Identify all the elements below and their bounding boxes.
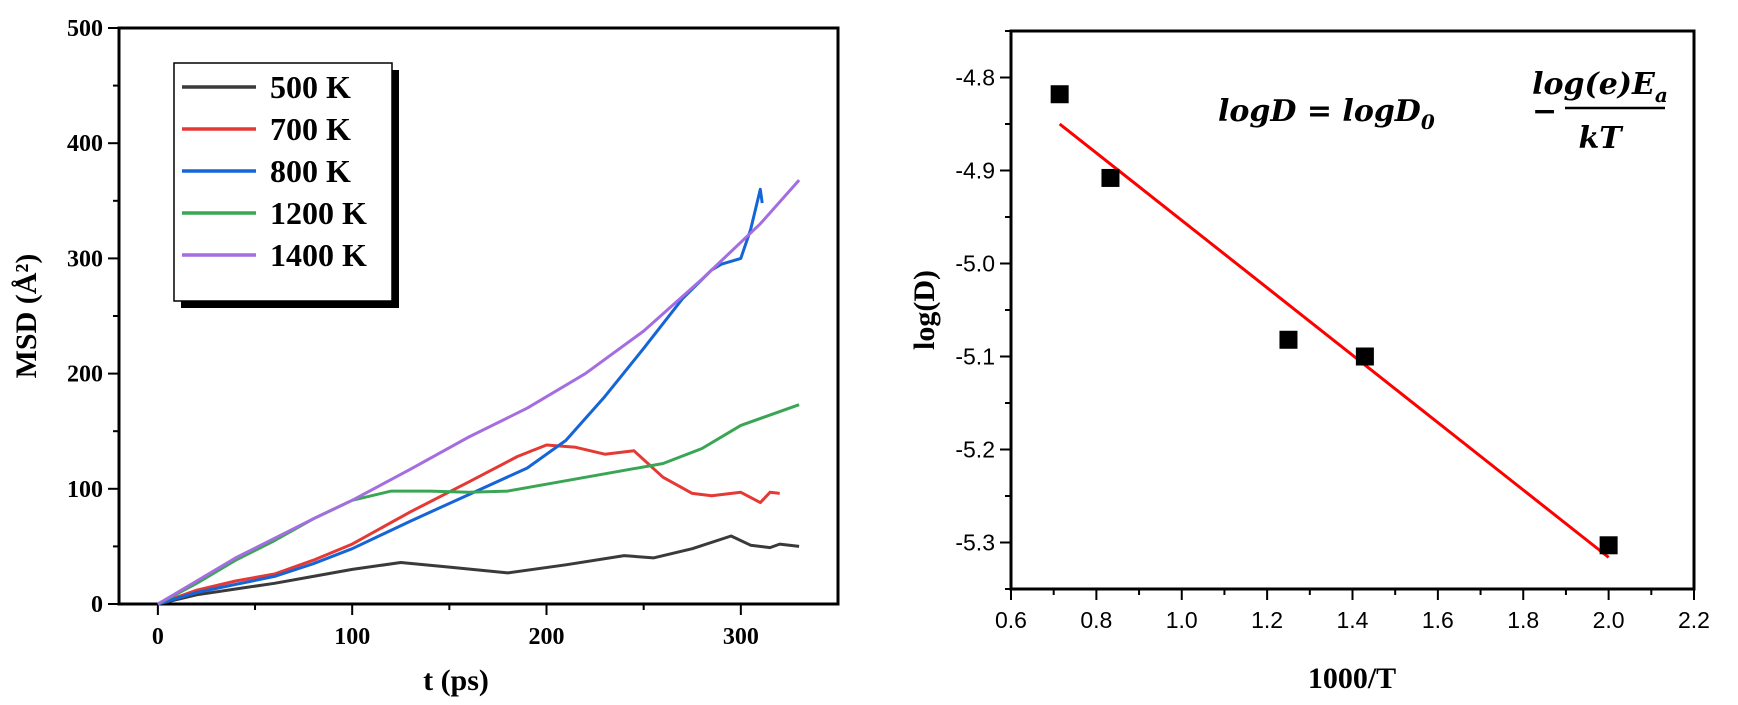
msd-y-tick-label: 400 [67, 131, 103, 157]
arrhenius-y-tick-label: -4.9 [955, 158, 995, 184]
msd-y-tick-label: 0 [91, 592, 103, 618]
legend-label: 1200 K [270, 195, 367, 231]
arrhenius-y-axis-title: log(D) [908, 270, 941, 350]
equation-denominator: kT [1578, 121, 1624, 156]
data-point [1599, 536, 1618, 555]
arrhenius-ticks: 0.6 0.8 1.0 1.2 1.4 1.6 1.8 2.0 2.2 -4.8 -4.9 -5.0 -… [955, 30, 1710, 633]
arrhenius-x-tick-label: 2.2 [1678, 607, 1710, 633]
msd-x-axis-title: t (ps) [423, 664, 489, 697]
data-point [1355, 347, 1374, 366]
msd-series-line [157, 403, 800, 606]
legend-label: 800 K [270, 153, 351, 189]
msd-x-tick-label: 300 [723, 624, 759, 650]
msd-y-axis-title: MSD (Å²) [10, 254, 43, 379]
msd-series-lines [157, 179, 801, 606]
msd-legend: 500 K 700 K 800 K 1200 K 1400 K [173, 62, 399, 308]
arrhenius-x-tick-label: 0.8 [1080, 607, 1112, 633]
equation-numerator: log(e)Ea [1532, 67, 1668, 107]
msd-y-tick-label: 500 [67, 16, 103, 42]
legend-label: 700 K [270, 111, 351, 147]
arrhenius-y-tick-label: -5.1 [955, 344, 995, 370]
arrhenius-x-tick-label: 1.0 [1166, 607, 1198, 633]
msd-series-line [157, 443, 780, 606]
arrhenius-chart: 0.6 0.8 1.0 1.2 1.4 1.6 1.8 2.0 2.2 -4.8 -4.9 -5.0 -… [908, 29, 1710, 695]
msd-y-tick-label: 100 [67, 477, 103, 503]
arrhenius-x-tick-label: 1.8 [1507, 607, 1539, 633]
legend-items: 500 K 700 K 800 K 1200 K 1400 K [182, 69, 367, 273]
equation-minus: − [1532, 94, 1557, 129]
arrhenius-marks [1050, 85, 1618, 559]
msd-series-line [157, 179, 801, 606]
msd-x-tick-label: 0 [152, 624, 164, 650]
arrhenius-x-tick-label: 1.2 [1251, 607, 1283, 633]
msd-ticks: 0 100 200 300 0 100 200 300 400 500 [67, 16, 759, 650]
data-point [1101, 168, 1120, 187]
arrhenius-y-tick-label: -5.0 [955, 251, 995, 277]
fit-line [1058, 122, 1610, 559]
arrhenius-y-tick-label: -4.8 [955, 65, 995, 91]
arrhenius-x-axis-title: 1000/T [1308, 662, 1396, 695]
msd-x-tick-label: 200 [529, 624, 565, 650]
msd-x-tick-label: 100 [334, 624, 370, 650]
msd-y-tick-label: 300 [67, 246, 103, 272]
arrhenius-x-tick-label: 0.6 [995, 607, 1027, 633]
equation-annotation: logD = logD0 − log(e)Ea kT [1218, 67, 1668, 156]
arrhenius-y-tick-label: -5.2 [955, 437, 995, 463]
msd-chart: 0 100 200 300 0 100 200 300 400 500 t (ps) MSD (Å… [10, 16, 840, 697]
arrhenius-y-tick-label: -5.3 [955, 530, 995, 556]
arrhenius-x-tick-label: 1.6 [1422, 607, 1454, 633]
legend-label: 500 K [270, 69, 351, 105]
msd-series-line [157, 187, 764, 606]
equation-lhs: logD = logD0 [1218, 94, 1435, 134]
msd-y-tick-label: 200 [67, 362, 103, 388]
data-point [1050, 85, 1069, 104]
arrhenius-x-tick-label: 1.4 [1337, 607, 1369, 633]
data-point [1279, 330, 1298, 349]
arrhenius-x-tick-label: 2.0 [1593, 607, 1625, 633]
msd-series-line [157, 534, 800, 606]
legend-box [173, 62, 393, 302]
legend-label: 1400 K [270, 237, 367, 273]
